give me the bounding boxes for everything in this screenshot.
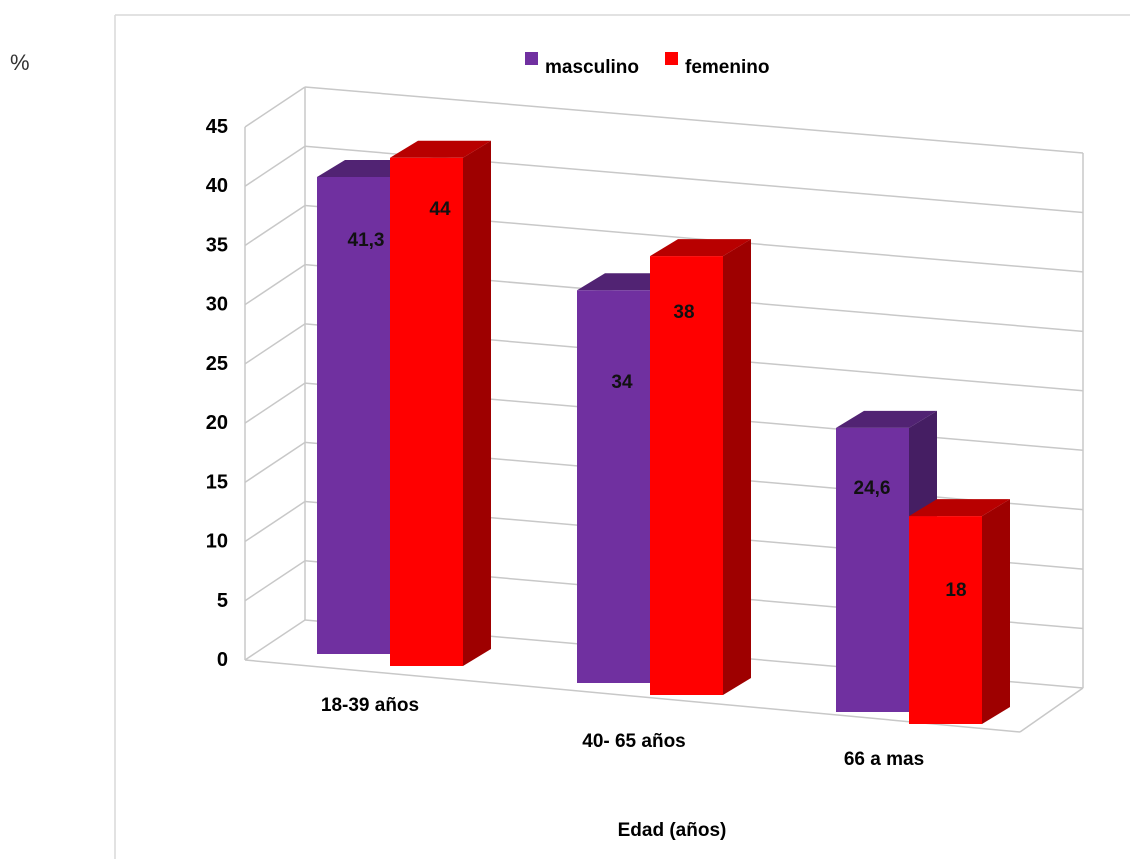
data-label: 24,6	[854, 478, 891, 499]
y-tick-label: 20	[206, 412, 228, 434]
side-gridline	[244, 323, 306, 365]
floor-right	[1019, 687, 1084, 733]
side-gridline	[244, 204, 306, 247]
bar-masculino	[317, 176, 390, 655]
y-tick-label: 30	[206, 294, 228, 316]
bar-top	[909, 499, 1010, 517]
y-tick-label: 40	[206, 175, 228, 197]
bar-femenino	[650, 256, 723, 695]
x-tick-label: 66 a mas	[844, 749, 924, 770]
side-gridline	[244, 619, 306, 661]
side-gridline	[244, 264, 306, 306]
bar-top	[836, 410, 937, 428]
side-gridline	[244, 441, 306, 483]
legend-label: masculino	[545, 57, 639, 78]
y-tick-label: 25	[206, 353, 228, 375]
bar-side	[982, 499, 1010, 724]
bar-side	[723, 239, 751, 695]
side-gridline	[244, 382, 306, 424]
data-label: 38	[673, 302, 694, 323]
floor-front	[244, 659, 1021, 733]
bar-top	[650, 239, 751, 257]
data-label: 18	[945, 580, 966, 601]
y-ticks: 0 5 10 15 20 25 30 35 40 45	[206, 116, 228, 671]
y-tick-label: 35	[206, 234, 228, 256]
side-gridline	[244, 86, 306, 128]
data-labels: 41,3 44 34 38 24,6 18	[348, 199, 967, 601]
x-axis-label: Edad (años)	[618, 820, 727, 841]
bar-femenino	[390, 157, 463, 667]
y-tick-label: 0	[217, 649, 228, 671]
x-categories: 18-39 años 40- 65 años 66 a mas	[321, 695, 924, 770]
legend-swatch	[525, 52, 538, 65]
bar-masculino	[836, 427, 909, 712]
y-tick-label: 5	[217, 590, 228, 612]
side-gridline	[244, 560, 306, 602]
bar-masculino	[577, 290, 650, 683]
bar-side	[463, 140, 491, 667]
legend-swatch	[665, 52, 678, 65]
gridline	[304, 86, 1084, 154]
bar-femenino	[909, 516, 982, 724]
y-tick-label: 45	[206, 116, 228, 138]
y-tick-label: 10	[206, 531, 228, 553]
data-label: 34	[611, 372, 633, 393]
legend-label: femenino	[685, 57, 769, 78]
side-gridline	[244, 500, 306, 543]
bar-top	[390, 140, 491, 158]
y-tick-label: 15	[206, 471, 228, 493]
bars	[317, 140, 1010, 724]
side-gridline	[244, 145, 306, 187]
x-tick-label: 40- 65 años	[582, 731, 686, 752]
data-label: 41,3	[348, 230, 385, 251]
x-tick-label: 18-39 años	[321, 695, 419, 716]
data-label: 44	[429, 199, 451, 220]
y-axis-label: %	[10, 50, 30, 75]
legend: masculino femenino	[525, 52, 769, 78]
